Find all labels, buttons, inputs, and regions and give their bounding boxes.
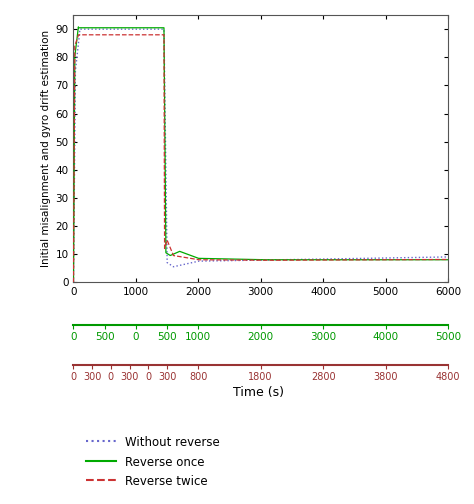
Y-axis label: Initial misalignment and gyro drift estimation: Initial misalignment and gyro drift esti… — [41, 30, 51, 267]
Legend: Without reverse, Reverse once, Reverse twice: Without reverse, Reverse once, Reverse t… — [86, 436, 220, 488]
Text: Time (s): Time (s) — [233, 386, 284, 399]
